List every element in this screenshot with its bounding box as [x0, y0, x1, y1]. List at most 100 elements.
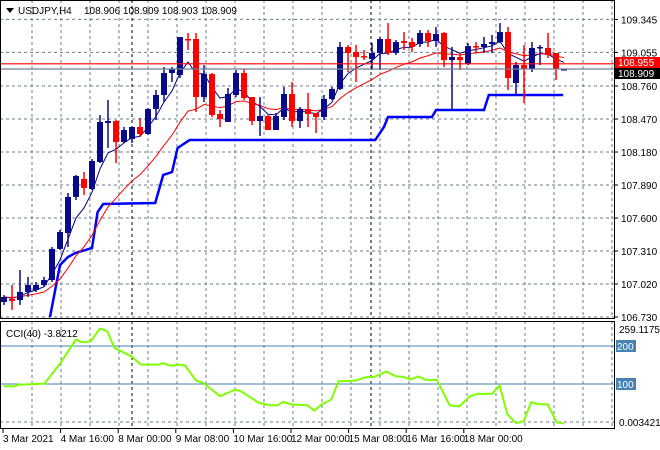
cci-title: CCI(40) -3.8212 [6, 329, 78, 340]
candle-body [225, 93, 231, 122]
candle-body [249, 97, 255, 122]
cci-min-label: 0.003421 [619, 418, 660, 429]
candle-body [105, 121, 111, 123]
candle-body [73, 176, 79, 197]
x-tick-label: 16 Mar 16:00 [406, 434, 465, 445]
cci-max-label: 259.1175 [619, 325, 660, 336]
candle-body [161, 73, 167, 95]
candle-body [289, 93, 295, 122]
x-tick-label: 10 Mar 16:00 [233, 434, 292, 445]
candle-body [529, 47, 535, 70]
candle-body [537, 46, 543, 49]
slow-ma-line [3, 47, 565, 299]
y-tick-label: 108.180 [621, 148, 658, 159]
candle-body [169, 69, 175, 74]
candle-body [89, 160, 95, 189]
y-tick-label: 107.020 [621, 280, 658, 291]
y-tick-label: 108.470 [621, 115, 658, 126]
candle-body [281, 93, 287, 118]
candle-body [273, 116, 279, 131]
main-panel-border [0, 0, 615, 319]
y-tick-label: 108.760 [621, 82, 658, 93]
candle-body [49, 248, 55, 281]
y-tick-label: 106.730 [621, 313, 658, 324]
x-tick-label: 15 Mar 08:00 [349, 434, 408, 445]
triangle-down-icon[interactable] [6, 8, 14, 13]
candle-body [121, 130, 127, 142]
cci-level-label: 200 [617, 342, 634, 353]
candle-body [545, 47, 551, 56]
axes: 109.345 109.055 108.760 108.470 108.180 107.8… [2, 15, 658, 445]
candle-body [9, 299, 15, 301]
candle-body [505, 32, 511, 79]
candle-body [217, 113, 223, 119]
x-tick-label: 18 Mar 00:00 [464, 434, 523, 445]
candle-body [65, 196, 71, 234]
candle-body [377, 38, 383, 53]
candle-body [297, 108, 303, 122]
candle-body [481, 43, 487, 47]
candle-body [329, 88, 335, 99]
candle-body [401, 41, 407, 43]
candle-body [425, 32, 431, 42]
candle-body [177, 37, 183, 75]
candle-body [409, 42, 415, 47]
candle-body [193, 38, 199, 98]
level-price-label: 108.909 [618, 69, 655, 80]
cci-panel-border [0, 321, 615, 429]
symbol-label: USDJPY,H4 [18, 6, 72, 17]
candle-body [321, 98, 327, 118]
candle-body [433, 33, 439, 42]
stop-line [48, 93, 564, 318]
cci-level-box [616, 378, 636, 390]
candle-body [337, 46, 343, 89]
candle-body [369, 52, 375, 60]
level-price-box [615, 57, 660, 68]
candle-body [457, 56, 463, 61]
candle-body [97, 121, 103, 163]
candle-body [345, 46, 351, 53]
candle-body [385, 38, 391, 53]
candles [1, 23, 567, 310]
candle-body [1, 296, 7, 302]
cci-level-box [616, 340, 636, 352]
candle-body [153, 94, 159, 109]
y-tick-label: 109.345 [621, 15, 658, 26]
level-price-box [615, 68, 660, 79]
cci-panel: 200 100 259.1175 0.003421 [0, 325, 660, 429]
candle-body [25, 285, 31, 292]
x-tick-label: 4 Mar 16:00 [61, 434, 115, 445]
level-price-label: 108.955 [618, 58, 655, 69]
x-tick-label: 8 Mar 00:00 [118, 434, 172, 445]
candle-body [57, 231, 63, 249]
cci-level-label: 100 [617, 380, 634, 391]
candle-body [241, 73, 247, 99]
candle-body [313, 112, 319, 118]
candle-body [17, 291, 23, 301]
candle-body [41, 280, 47, 286]
candle-body [361, 56, 367, 58]
grid [0, 0, 614, 428]
candle-body [81, 178, 87, 188]
candle-body [553, 52, 559, 70]
candle-body [209, 74, 215, 116]
ohlc-label: 108.906 108.909 108.903 108.909 [84, 6, 237, 17]
candle-body [353, 51, 359, 57]
candle-body [417, 32, 423, 44]
candle-body [489, 42, 495, 44]
y-tick-label: 107.890 [621, 181, 658, 192]
candle-body [113, 121, 119, 142]
cci-line [4, 327, 565, 425]
x-tick-label: 9 Mar 08:00 [176, 434, 230, 445]
candle-body [561, 69, 567, 71]
candle-body [473, 46, 479, 48]
candle-body [129, 126, 135, 140]
candle-body [233, 73, 239, 95]
candle-body [449, 56, 455, 61]
candle-body [305, 108, 311, 114]
candle-body [33, 285, 39, 291]
candle-body [185, 38, 191, 41]
candle-body [265, 116, 271, 131]
